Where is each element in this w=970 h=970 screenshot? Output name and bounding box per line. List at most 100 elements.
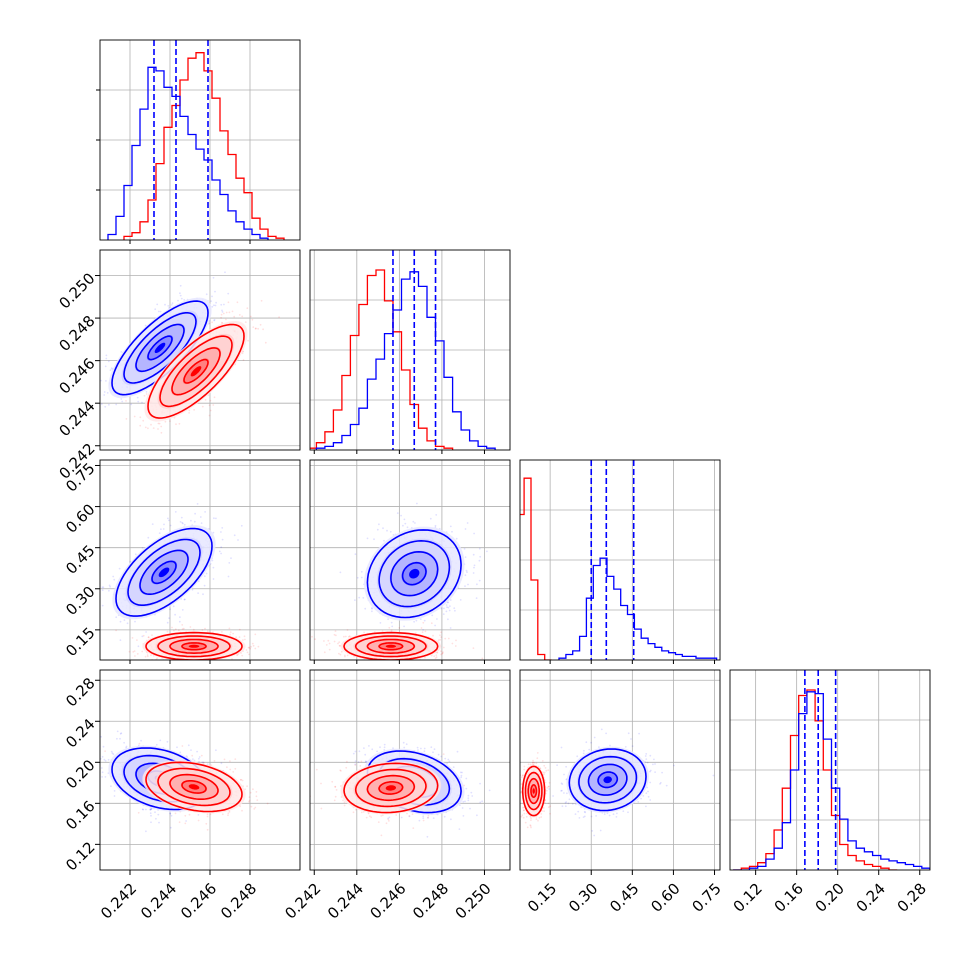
scatter-point xyxy=(100,403,103,405)
scatter-point xyxy=(212,578,215,580)
scatter-point xyxy=(445,604,448,606)
scatter-point xyxy=(159,310,162,313)
scatter-point xyxy=(142,419,145,422)
scatter-point xyxy=(213,517,215,520)
scatter-point xyxy=(131,637,134,639)
scatter-point xyxy=(442,651,444,653)
scatter-point xyxy=(486,550,488,553)
scatter-point xyxy=(255,327,257,330)
scatter-point xyxy=(238,314,241,316)
scatter-point xyxy=(193,520,196,523)
scatter-point xyxy=(144,655,147,658)
scatter-point xyxy=(220,303,223,306)
scatter-point xyxy=(101,604,104,607)
scatter-point xyxy=(373,538,375,541)
scatter-point xyxy=(203,575,206,578)
scatter-point xyxy=(156,657,159,660)
scatter-point xyxy=(169,608,172,611)
scatter-point xyxy=(358,596,361,599)
scatter-point xyxy=(113,578,116,581)
scatter-point xyxy=(221,527,224,529)
scatter-point xyxy=(120,351,123,353)
scatter-point xyxy=(150,423,152,426)
panel-frame xyxy=(99,459,301,661)
scatter-point xyxy=(221,311,224,313)
scatter-point xyxy=(459,599,462,601)
scatter-point xyxy=(105,380,107,382)
scatter-point xyxy=(404,522,407,525)
scatter-point xyxy=(130,403,133,406)
scatter-point xyxy=(204,627,206,630)
scatter-point xyxy=(151,523,154,525)
scatter-point xyxy=(171,626,173,629)
scatter-point xyxy=(245,649,248,651)
scatter-point xyxy=(100,379,102,382)
scatter-point xyxy=(236,301,239,304)
scatter-point xyxy=(371,610,373,613)
scatter-point xyxy=(196,503,199,505)
scatter-point xyxy=(136,639,138,641)
scatter-point xyxy=(228,311,231,314)
scatter-point xyxy=(260,299,263,302)
density-contour xyxy=(151,560,177,585)
scatter-point xyxy=(221,538,224,541)
scatter-point xyxy=(213,304,215,307)
scatter-point xyxy=(248,646,251,649)
scatter-point xyxy=(240,652,243,654)
panel-content xyxy=(310,250,496,450)
scatter-point xyxy=(141,401,143,404)
scatter-point xyxy=(205,663,207,665)
scatter-point xyxy=(473,564,476,567)
scatter-point xyxy=(115,616,118,619)
scatter-point xyxy=(250,645,253,648)
scatter-point xyxy=(171,302,174,305)
scatter-point xyxy=(102,586,105,589)
scatter-point xyxy=(214,304,217,307)
scatter-point xyxy=(448,609,451,612)
scatter-point xyxy=(215,517,217,520)
density-contour xyxy=(181,642,207,651)
scatter-point xyxy=(220,531,222,533)
panel-2-2 xyxy=(519,459,721,661)
scatter-point xyxy=(142,634,145,637)
scatter-point xyxy=(472,553,475,556)
scatter-point xyxy=(240,524,243,527)
scatter-point xyxy=(371,607,373,610)
scatter-point xyxy=(224,271,226,274)
scatter-point xyxy=(181,609,184,611)
scatter-point xyxy=(160,425,163,428)
scatter-point xyxy=(447,618,449,621)
scatter-point xyxy=(386,529,388,532)
scatter-point xyxy=(106,392,109,394)
scatter-point xyxy=(360,576,363,579)
scatter-point xyxy=(193,409,196,411)
scatter-point xyxy=(188,412,191,414)
scatter-point xyxy=(208,404,211,407)
scatter-point xyxy=(416,502,418,505)
scatter-point xyxy=(227,301,230,304)
scatter-point xyxy=(213,396,216,399)
scatter-point xyxy=(147,536,150,539)
scatter-point xyxy=(141,650,144,653)
scatter-point xyxy=(278,316,280,318)
scatter-point xyxy=(241,315,244,318)
scatter-point xyxy=(177,629,180,632)
scatter-point xyxy=(168,617,171,619)
scatter-point xyxy=(383,539,385,542)
scatter-point xyxy=(178,422,181,425)
scatter-point xyxy=(132,651,135,653)
scatter-point xyxy=(121,400,124,403)
scatter-point xyxy=(109,369,112,371)
scatter-point xyxy=(220,316,223,319)
scatter-point xyxy=(231,310,234,313)
scatter-point xyxy=(134,620,136,623)
scatter-point xyxy=(91,609,93,611)
scatter-point xyxy=(188,409,191,412)
scatter-point xyxy=(371,607,373,609)
scatter-point xyxy=(430,654,433,657)
density-contour xyxy=(145,631,243,660)
scatter-point xyxy=(201,629,204,631)
scatter-point xyxy=(228,562,231,564)
scatter-point xyxy=(254,647,257,650)
